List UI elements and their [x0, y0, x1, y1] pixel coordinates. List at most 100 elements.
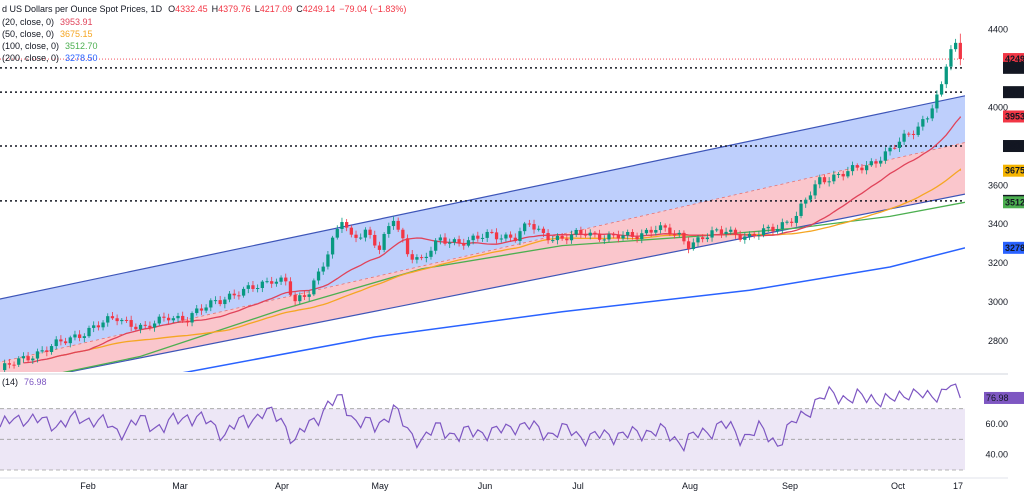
candle-body — [438, 237, 442, 241]
candle-body — [902, 133, 906, 142]
candle-body — [747, 233, 752, 237]
candle-body — [813, 184, 817, 196]
y-tick-label: 3400 — [988, 219, 1008, 229]
candle-body — [879, 160, 883, 164]
candle-body — [396, 220, 400, 230]
candle-body — [377, 245, 382, 250]
candle-body — [466, 240, 471, 246]
candle-body — [345, 222, 349, 228]
candle-body — [780, 222, 784, 230]
candle-body — [532, 224, 536, 230]
rsi-tick-label: 40.00 — [985, 450, 1008, 460]
sma200-line — [182, 247, 965, 372]
candle-body — [429, 250, 433, 257]
candle-body — [63, 341, 68, 344]
candle-body — [719, 229, 724, 234]
candle-body — [349, 227, 353, 235]
candle-body — [701, 237, 705, 240]
candle-body — [785, 221, 789, 223]
candle-body — [555, 235, 560, 241]
rsi-tick-label: 60.00 — [985, 419, 1008, 429]
candle-body — [939, 84, 944, 95]
candle-body — [771, 226, 775, 232]
candle-body — [738, 234, 742, 240]
x-tick-label: Mar — [172, 481, 188, 491]
candle-body — [860, 167, 864, 171]
candle-body — [181, 315, 185, 321]
candle-body — [794, 215, 798, 223]
price-label-box — [1003, 53, 1024, 66]
candle-body — [452, 239, 457, 243]
x-tick-label: Feb — [80, 481, 96, 491]
rsi-line — [0, 383, 961, 453]
candle-body — [546, 233, 550, 241]
price-label-box — [1003, 140, 1024, 153]
channel-lower-zone — [0, 142, 965, 372]
candle-body — [298, 295, 302, 302]
price-label: 4249 — [1005, 54, 1024, 64]
candle-body — [157, 316, 161, 324]
y-tick-label: 3000 — [988, 297, 1008, 307]
candle-body — [96, 325, 101, 328]
candle-body — [841, 173, 845, 177]
candle-body — [855, 165, 859, 168]
candle-body — [330, 237, 335, 255]
candle-body — [757, 235, 761, 237]
price-label: 4204 — [1005, 63, 1024, 73]
candle-body — [87, 327, 91, 337]
x-tick-label: Sep — [782, 481, 798, 491]
candle-body — [551, 240, 555, 242]
legend-sma200: (200, close, 0) 3278.50 — [2, 53, 98, 63]
candle-body — [204, 307, 208, 311]
candle-body — [658, 225, 663, 231]
candle-body — [565, 238, 569, 241]
candle-body — [415, 257, 419, 260]
candle-body — [527, 223, 531, 225]
candle-body — [832, 174, 836, 182]
candle-body — [682, 232, 686, 242]
candle-body — [672, 234, 677, 236]
candle-body — [663, 225, 667, 228]
rsi-band — [0, 408, 965, 470]
candle-body — [82, 336, 86, 338]
candle-body — [35, 351, 40, 359]
candle-body — [935, 94, 939, 109]
candle-body — [167, 317, 171, 321]
y-tick-label: 3600 — [988, 180, 1008, 190]
candle-body — [171, 318, 175, 321]
candle-body — [162, 316, 166, 318]
candle-body — [569, 234, 574, 241]
candle-body — [850, 165, 855, 172]
candle-body — [499, 238, 503, 240]
x-tick-label: Aug — [682, 481, 698, 491]
rsi-value-box — [984, 391, 1024, 404]
legend-sma50: (50, close, 0) 3675.15 — [2, 29, 93, 39]
candle-body — [49, 346, 54, 352]
candle-body — [391, 220, 396, 227]
candle-body — [148, 325, 152, 328]
candle-body — [293, 294, 297, 302]
candle-body — [808, 195, 813, 200]
candle-body — [284, 277, 288, 282]
x-tick-label: Apr — [275, 481, 289, 491]
candle-body — [316, 271, 321, 281]
candle-body — [246, 285, 250, 289]
candle-body — [597, 233, 602, 240]
candle-body — [363, 229, 368, 238]
price-label: 3802 — [1005, 141, 1024, 151]
candle-body — [307, 294, 311, 297]
price-label-box — [1003, 110, 1024, 123]
x-tick-label: 17 — [953, 481, 963, 491]
candle-body — [138, 324, 143, 330]
candle-body — [560, 235, 564, 239]
rsi-legend: (14) 76.98 — [2, 377, 47, 387]
candle-body — [921, 119, 925, 127]
candle-body — [485, 231, 489, 238]
candle-body — [715, 229, 719, 231]
candle-body — [92, 325, 96, 328]
sma20-line — [23, 116, 961, 364]
candle-body — [668, 227, 672, 235]
candle-body — [209, 300, 213, 308]
candle-body — [448, 242, 452, 244]
